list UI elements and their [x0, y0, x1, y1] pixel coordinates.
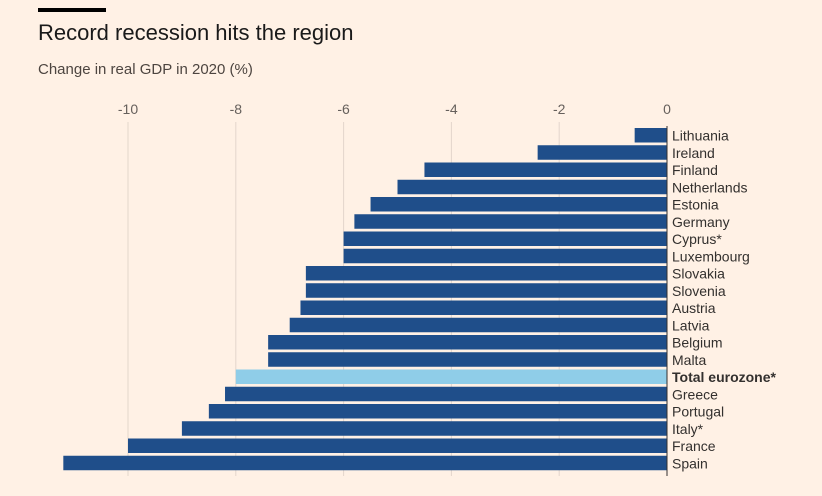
bar: [268, 335, 667, 350]
bar: [343, 248, 667, 264]
category-label: Malta: [672, 352, 706, 368]
category-label: Estonia: [672, 197, 719, 213]
category-label: Latvia: [672, 317, 710, 333]
chart-subtitle: Change in real GDP in 2020 (%): [38, 61, 253, 78]
bar: [63, 455, 667, 471]
bar: [289, 317, 667, 333]
bar: [208, 404, 667, 419]
category-label: Slovakia: [672, 266, 725, 282]
category-label: France: [672, 438, 716, 454]
x-tick-label: -8: [230, 101, 243, 117]
category-label: Lithuania: [672, 128, 729, 144]
category-label: Netherlands: [672, 179, 748, 195]
bar: [354, 214, 667, 229]
category-label: Total eurozone*: [672, 369, 777, 385]
category-label: Luxembourg: [672, 248, 750, 264]
category-label: Germany: [672, 214, 730, 230]
bar: [128, 438, 667, 453]
x-tick-label: -2: [553, 101, 566, 117]
x-tick-label: -10: [118, 101, 138, 117]
category-label: Austria: [672, 300, 716, 316]
bar: [634, 128, 667, 143]
bar: [305, 283, 667, 298]
category-label: Finland: [672, 162, 718, 178]
x-tick-label: 0: [663, 101, 671, 117]
category-label: Cyprus*: [672, 231, 722, 247]
category-label: Slovenia: [672, 283, 726, 299]
x-tick-label: -4: [445, 101, 458, 117]
top-rule: [38, 8, 106, 12]
bar: [305, 266, 667, 281]
bar: [343, 231, 667, 246]
category-label: Italy*: [672, 421, 704, 437]
x-tick-label: -6: [337, 101, 350, 117]
chart-title: Record recession hits the region: [38, 20, 354, 45]
bar: [370, 197, 667, 212]
bar: [537, 145, 667, 160]
bar: [397, 179, 667, 195]
category-label: Belgium: [672, 335, 723, 351]
bar: [424, 162, 667, 177]
category-label: Portugal: [672, 404, 724, 420]
bar: [300, 300, 667, 315]
category-label: Ireland: [672, 145, 715, 161]
bar: [268, 352, 667, 367]
category-label: Greece: [672, 386, 718, 402]
bar: [225, 386, 667, 402]
bar: [235, 369, 668, 384]
category-label: Spain: [672, 455, 708, 471]
bar: [181, 421, 667, 436]
